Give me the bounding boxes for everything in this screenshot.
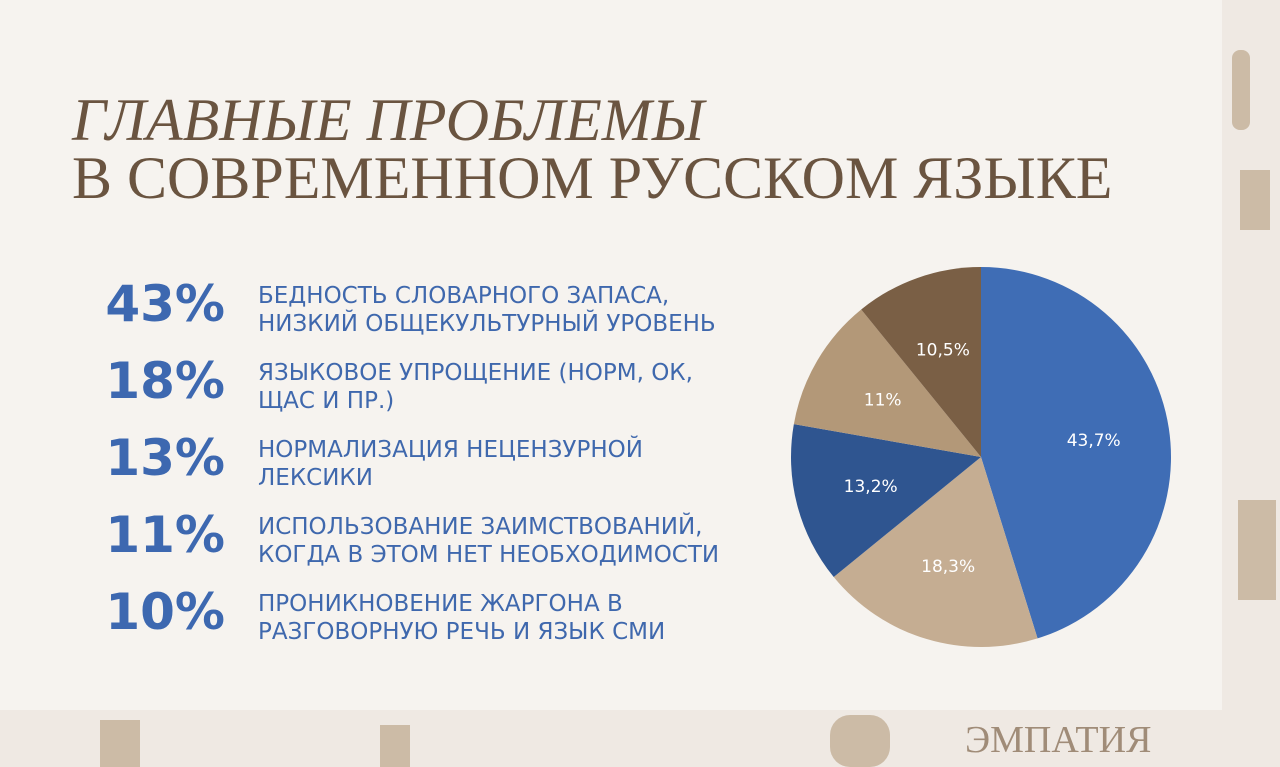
pie-chart: 43,7% 18,3% 13,2% 11% 10,5%: [791, 267, 1171, 647]
title-line: ГЛАВНЫЕ ПРОБЛЕМЫ: [71, 87, 708, 153]
item-text: ЩАС И ПР.): [258, 388, 394, 414]
value-label: 10,5%: [916, 341, 970, 361]
decor: [100, 50, 1276, 767]
item-text: ЯЗЫКОВОЕ УПРОЩЕНИЕ (НОРМ, ОК,: [258, 360, 693, 386]
item-text: ИСПОЛЬЗОВАНИЕ ЗАИМСТВОВАНИЙ,: [258, 512, 703, 540]
pie-slice: [833, 457, 1038, 647]
item-percent: 10%: [105, 583, 225, 641]
title-line: В СОВРЕМЕННОМ РУССКОМ ЯЗЫКЕ: [72, 145, 1112, 211]
pie-slice: [793, 309, 981, 457]
item-text: ЛЕКСИКИ: [258, 465, 373, 491]
pie-slice: [861, 267, 981, 457]
item-percent: 13%: [105, 429, 225, 487]
pie-slice: [791, 424, 981, 578]
item-percent: 43%: [105, 275, 225, 333]
item-text: НИЗКИЙ ОБЩЕКУЛЬТУРНЫЙ УРОВЕНЬ: [258, 309, 716, 337]
brand: ЭМПАТИЯ: [965, 719, 1151, 761]
item-percent: 11%: [105, 506, 225, 564]
value-label: 13,2%: [844, 477, 898, 497]
item-text: БЕДНОСТЬ СЛОВАРНОГО ЗАПАСА,: [258, 283, 669, 309]
item-text: КОГДА В ЭТОМ НЕТ НЕОБХОДИМОСТИ: [258, 542, 719, 568]
item-text: ПРОНИКНОВЕНИЕ ЖАРГОНА В: [258, 591, 623, 617]
list: 43% БЕДНОСТЬ СЛОВАРНОГО ЗАПАСА,НИЗКИЙ ОБЩ…: [105, 275, 719, 645]
item-text: РАЗГОВОРНУЮ РЕЧЬ И ЯЗЫК СМИ: [258, 619, 665, 645]
value-label: 18,3%: [921, 557, 975, 577]
item-percent: 18%: [105, 352, 225, 410]
value-label: 11%: [864, 390, 902, 410]
item-text: НОРМАЛИЗАЦИЯ НЕЦЕНЗУРНОЙ: [258, 435, 643, 463]
value-label: 43,7%: [1067, 431, 1121, 451]
pie-slice: [981, 267, 1171, 639]
